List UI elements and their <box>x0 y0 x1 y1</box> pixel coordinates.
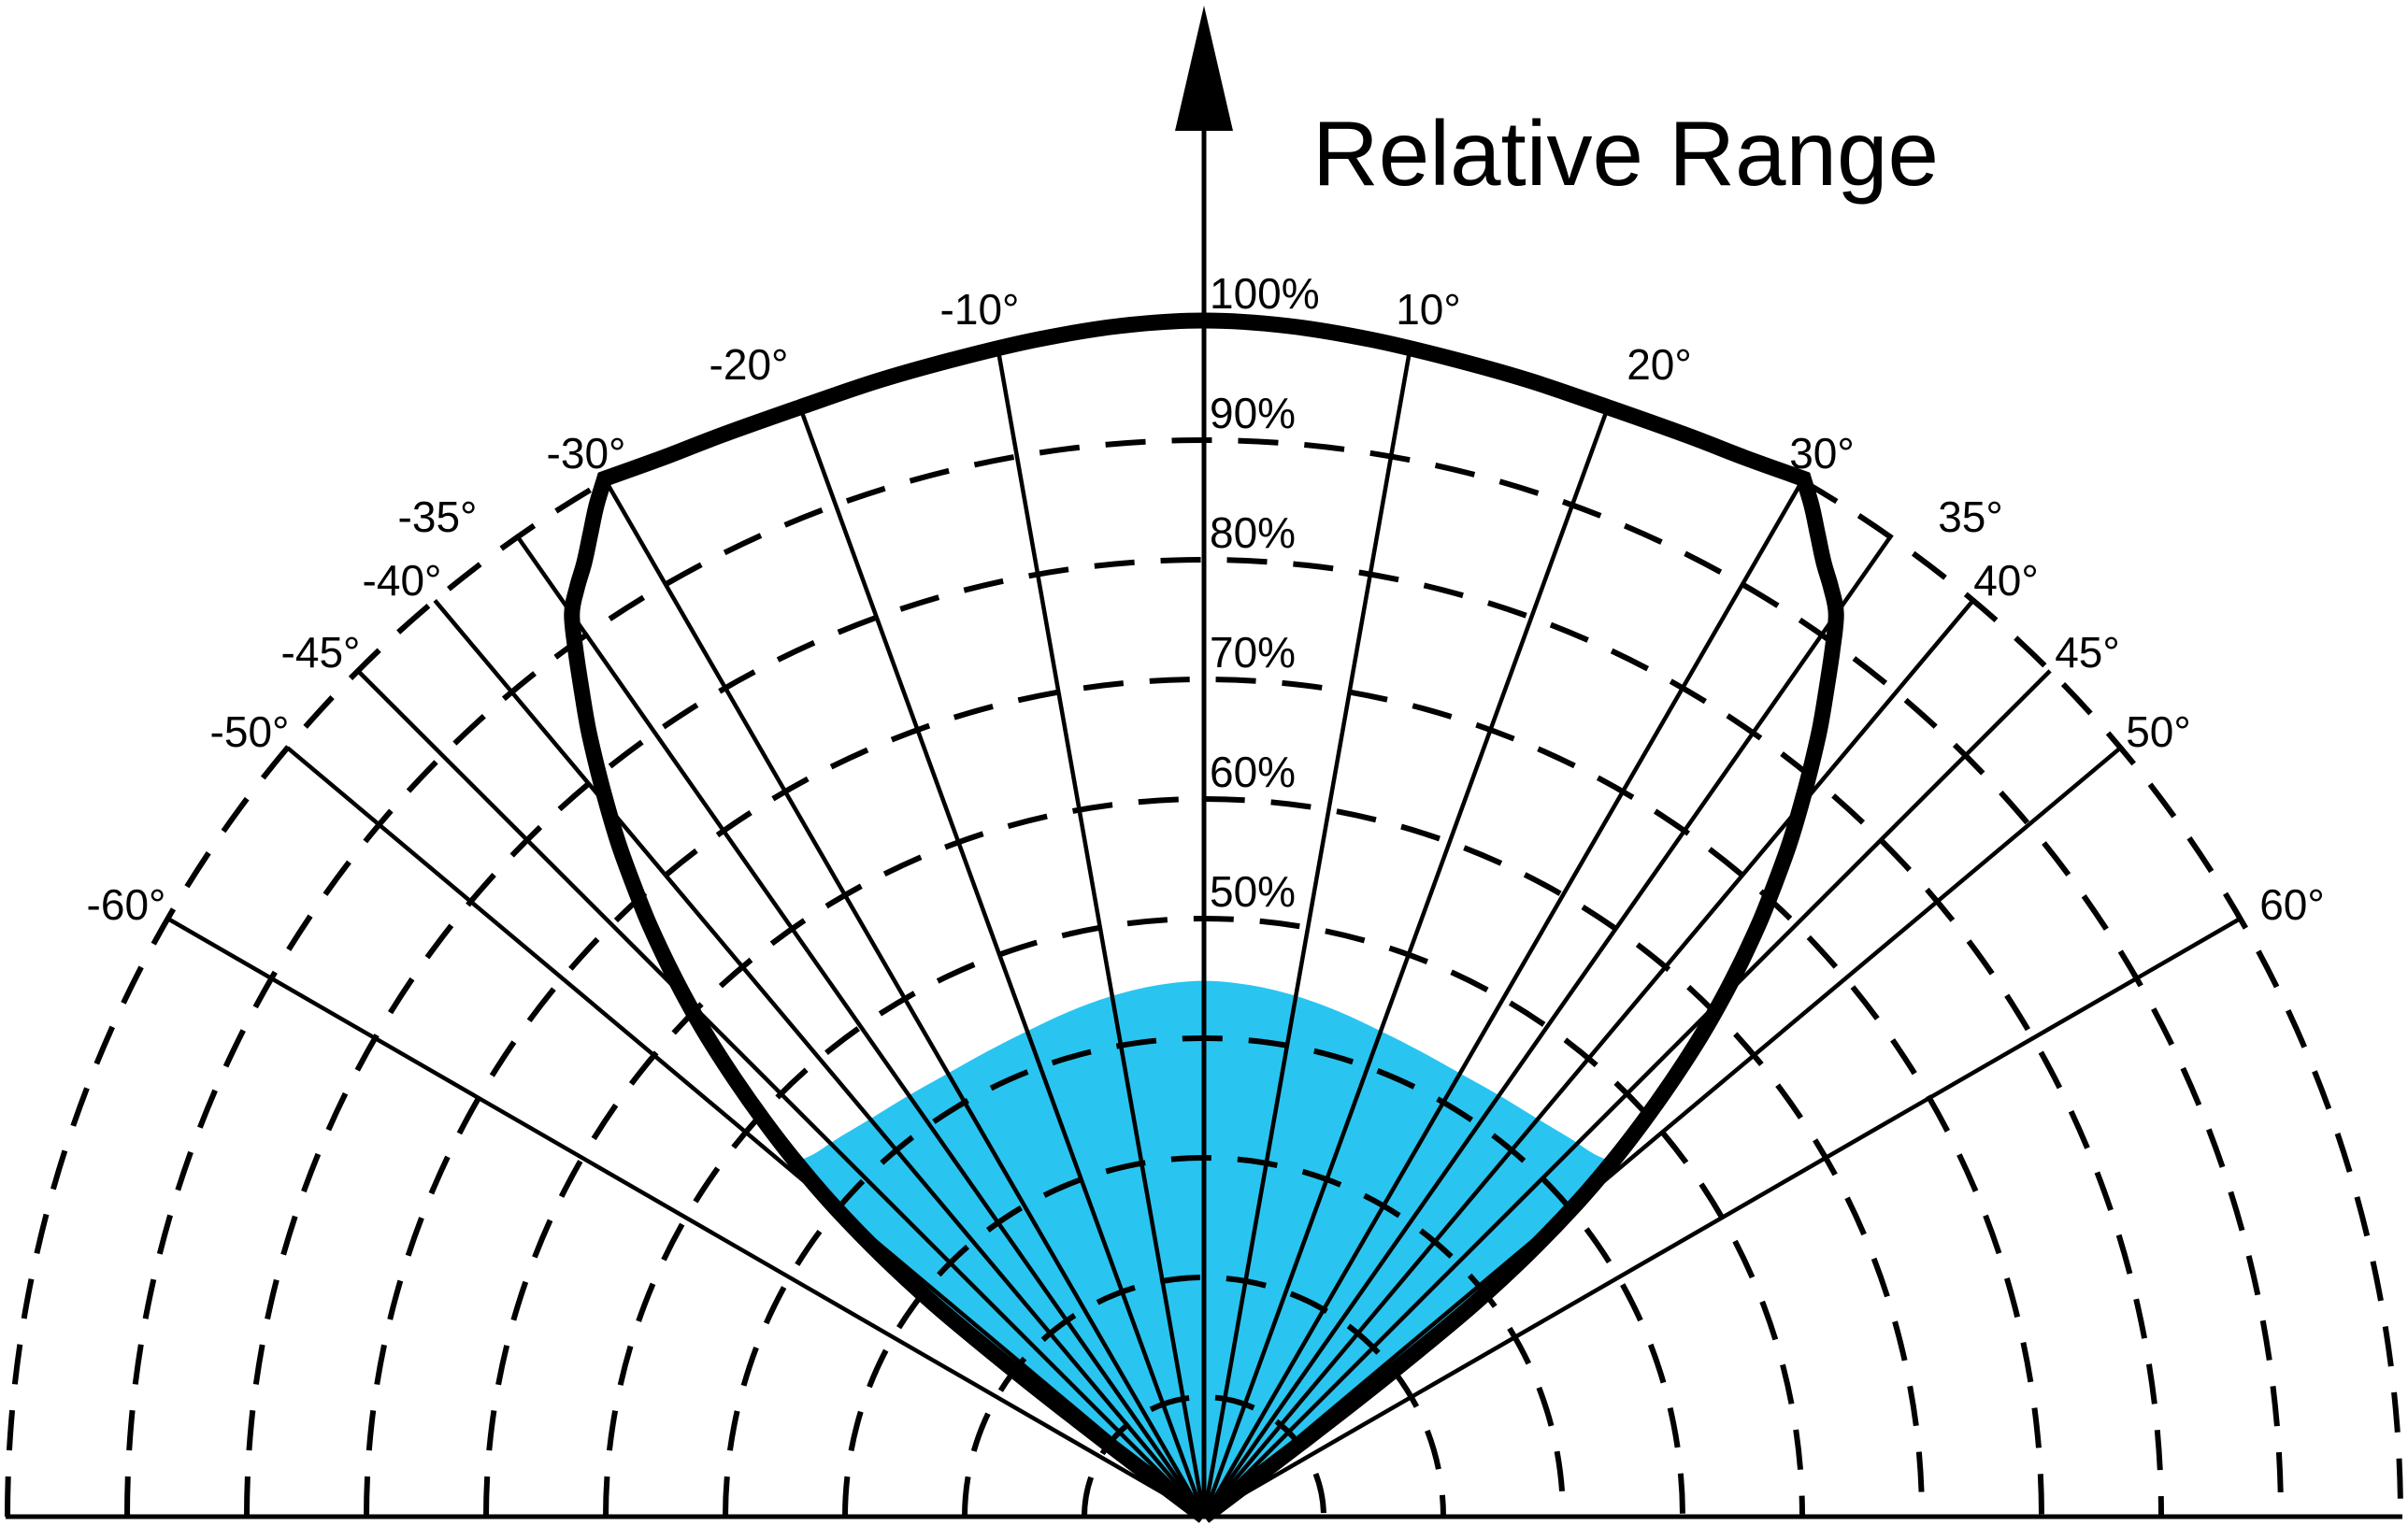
radial-line--10deg <box>995 344 1207 1518</box>
radial-lines-layer <box>166 344 2242 1519</box>
radial-line--50deg <box>286 746 1206 1519</box>
angle-label-neg10: -10° <box>940 285 1020 334</box>
angle-label-40: 40° <box>1973 556 2039 605</box>
radial-line-35deg <box>1202 535 1893 1519</box>
angle-label-neg60: -60° <box>87 880 166 929</box>
radial-line-40deg <box>1202 599 1975 1519</box>
angle-label-35: 35° <box>1938 492 2003 541</box>
angle-label-neg20: -20° <box>710 340 789 389</box>
angle-label-10: 10° <box>1396 285 1461 334</box>
chart-title: Relative Range <box>1312 102 1939 205</box>
radial-line-20deg <box>1201 405 1611 1518</box>
angle-label-neg35: -35° <box>398 492 478 541</box>
vertical-axis-layer <box>6 6 2402 1519</box>
angle-label-neg45: -45° <box>281 628 361 677</box>
tick-labels-layer: 100% 90% 80% 70% 60% 50% -10° 10° -20° 20° -30° 30°… <box>87 269 2325 929</box>
radial-line-45deg <box>1202 669 2052 1519</box>
angle-label-50: 50° <box>2126 707 2191 756</box>
axis-arrowhead-icon <box>1175 6 1233 131</box>
angle-label-45: 45° <box>2055 628 2120 677</box>
grid-arc-80pct <box>244 557 2164 1518</box>
percent-label-70: 70% <box>1210 628 1296 677</box>
angle-label-neg50: -50° <box>210 707 290 756</box>
radial-line--40deg <box>433 599 1206 1519</box>
radial-line-10deg <box>1201 344 1413 1518</box>
radial-line-30deg <box>1202 478 1806 1519</box>
grid-arc-60pct <box>483 796 1925 1518</box>
percent-label-100: 100% <box>1210 269 1320 318</box>
percent-label-60: 60% <box>1210 748 1296 796</box>
percent-label-80: 80% <box>1210 508 1296 557</box>
grid-arc-70pct <box>364 677 2044 1518</box>
angle-label-20: 20° <box>1627 340 1692 389</box>
angle-label-neg40: -40° <box>363 556 442 605</box>
radial-line--35deg <box>515 535 1206 1519</box>
percent-label-50: 50% <box>1210 867 1296 916</box>
radial-line--20deg <box>797 405 1207 1518</box>
angle-label-neg30: -30° <box>547 429 626 478</box>
angle-label-60: 60° <box>2259 880 2325 929</box>
radial-line--30deg <box>602 478 1206 1519</box>
grid-arc-20pct <box>962 1275 1446 1518</box>
radial-line-50deg <box>1202 746 2122 1519</box>
radial-line-60deg <box>1202 917 2242 1519</box>
radial-line--60deg <box>166 917 1206 1519</box>
radial-line--45deg <box>356 669 1206 1519</box>
percent-label-90: 90% <box>1210 389 1296 437</box>
angle-label-30: 30° <box>1789 429 1855 478</box>
